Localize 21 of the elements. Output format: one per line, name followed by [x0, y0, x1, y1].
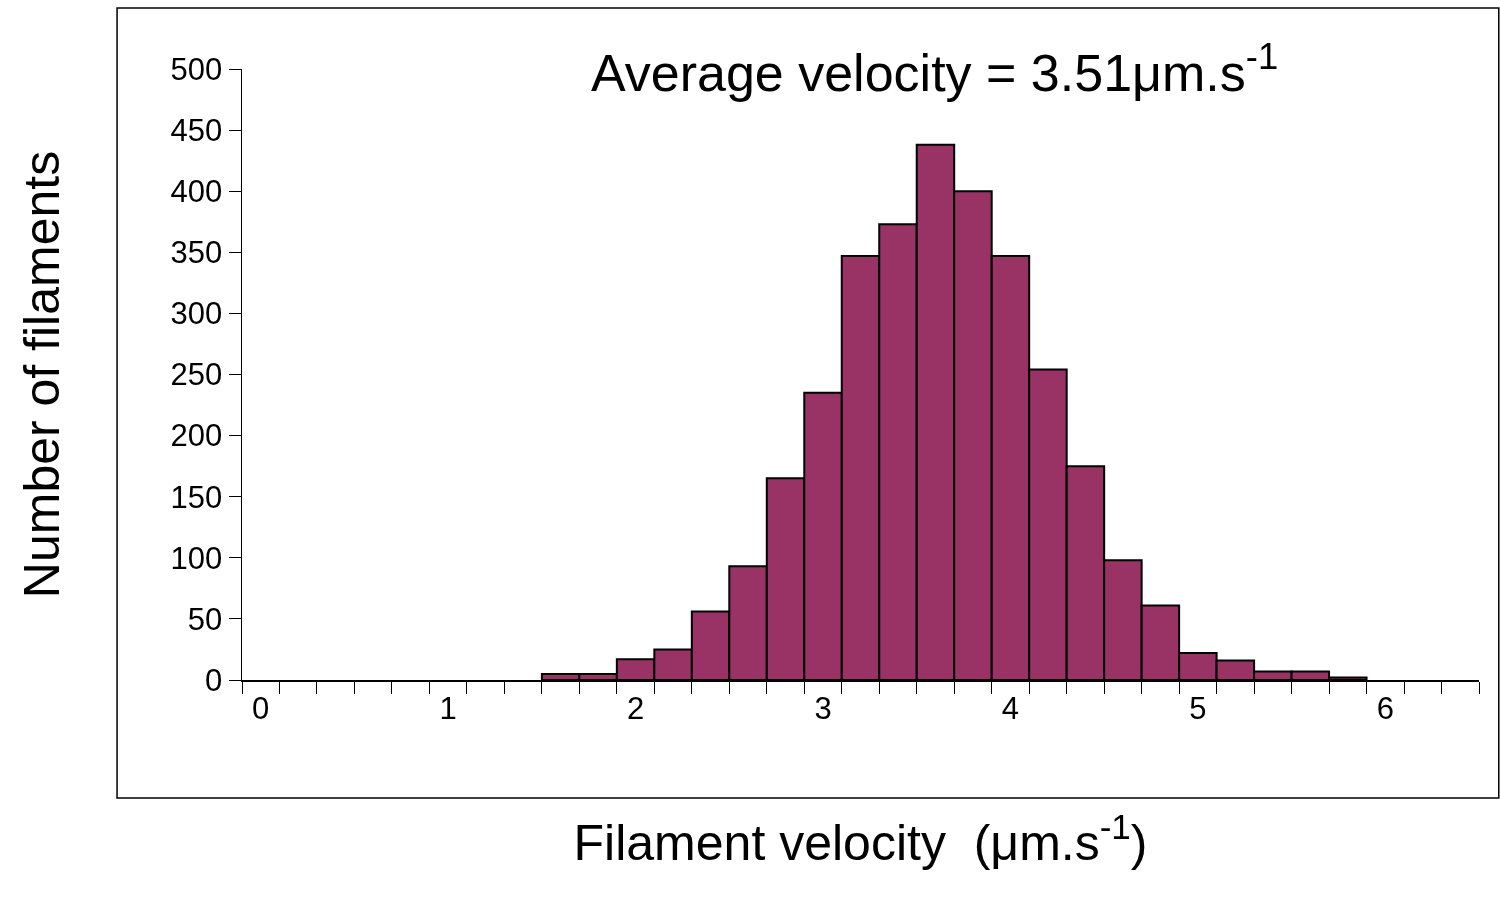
annotation: Average velocity = 3.51μm.s$^{-1}$	[591, 36, 1279, 102]
y-tick-label: 400	[170, 174, 223, 210]
x-axis-title: Filament velocity (μm.s$^{-1}$)	[573, 806, 1148, 871]
y-tick-label: 500	[170, 51, 223, 87]
x-tick-label: 3	[814, 690, 832, 726]
y-tick-label: 300	[170, 296, 223, 332]
y-tick-label: 0	[205, 662, 223, 698]
y-axis-title: Number of filaments	[13, 150, 70, 599]
y-tick-label: 250	[170, 357, 223, 393]
x-tick-label: 5	[1189, 690, 1207, 726]
y-tick-label: 350	[170, 235, 223, 271]
x-tick-label: 6	[1376, 690, 1394, 726]
y-tick-label: 200	[170, 418, 223, 454]
y-tick-label: 450	[170, 112, 223, 148]
x-tick-label: 0	[252, 690, 270, 726]
y-tick-label: 50	[187, 601, 223, 637]
x-tick-label: 2	[626, 690, 645, 726]
x-tick-label: 4	[1001, 690, 1020, 726]
y-tick-label: 100	[170, 540, 223, 576]
y-tick-label: 150	[170, 479, 223, 515]
x-tick-label: 1	[439, 690, 457, 726]
